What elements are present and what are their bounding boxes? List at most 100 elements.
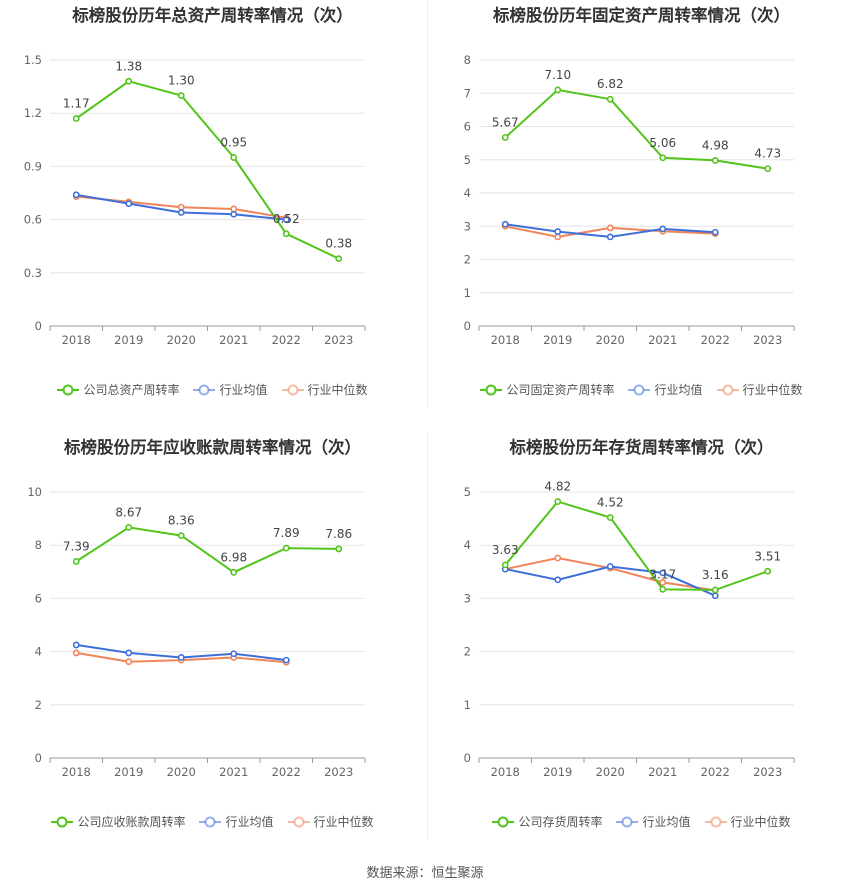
chart-panel-total-asset-turnover: 标榜股份历年总资产周转率情况（次） 0 0.3 0.6 0.9 1.2 1.5 2018 20… [0, 0, 425, 430]
data-label: 1.38 [115, 59, 142, 73]
legend-item-company[interactable]: 公司总资产周转率 [57, 381, 179, 398]
chart-plot-area: 0 0.3 0.6 0.9 1.2 1.5 2018 2019 2020 2021 2022 2023… [24, 53, 366, 347]
data-point-industry-avg [554, 228, 562, 235]
y-tick-label: 1.5 [24, 53, 42, 67]
data-point-company [72, 115, 80, 122]
y-tick-label: 0 [464, 319, 471, 333]
legend-label: 行业中位数 [313, 815, 374, 829]
data-point-industry-median [554, 554, 562, 562]
data-point-company [606, 95, 614, 103]
x-tick-label: 2022 [701, 333, 730, 347]
series-line-industry-median [505, 556, 716, 592]
legend-line-marker-icon [199, 816, 222, 827]
data-label: 4.73 [754, 147, 781, 161]
data-point-company [230, 154, 238, 161]
x-tick-label: 2020 [167, 333, 196, 347]
legend-item-industry-avg[interactable]: 行业均值 [628, 381, 703, 398]
data-point-company [764, 567, 772, 575]
chart-legend: 公司存货周转率 行业均值 行业中位数 [429, 813, 850, 830]
data-label: 0.52 [273, 212, 300, 226]
data-point-industry-median [177, 203, 185, 211]
y-tick-label: 2 [464, 645, 471, 659]
y-tick-label: 0.9 [24, 159, 42, 173]
chart-panel-inventory-turnover: 标榜股份历年存货周转率情况（次） 0 1 2 3 4 5 2018 2019 2020 2021 2… [429, 432, 850, 862]
data-label: 1.17 [63, 97, 90, 111]
data-label: 8.36 [168, 514, 195, 528]
legend-line-marker-icon [57, 384, 80, 395]
data-point-company [282, 230, 290, 238]
legend-label: 公司应收账款周转率 [77, 815, 186, 829]
x-tick-label: 2021 [219, 333, 248, 347]
x-tick-label: 2022 [701, 765, 730, 779]
x-tick-label: 2019 [543, 765, 572, 779]
x-tick-label: 2022 [272, 765, 301, 779]
data-point-company [764, 165, 772, 173]
y-tick-label: 6 [464, 120, 471, 134]
y-tick-label: 0 [35, 751, 42, 765]
x-tick-label: 2020 [167, 765, 196, 779]
legend-item-company[interactable]: 公司固定资产周转率 [480, 381, 614, 398]
y-tick-label: 3 [464, 219, 471, 233]
y-tick-label: 1.2 [24, 106, 42, 120]
data-label: 0.95 [220, 136, 247, 150]
data-label: 5.06 [649, 136, 676, 150]
legend-item-company[interactable]: 公司应收账款周转率 [51, 813, 185, 830]
legend-line-marker-icon [193, 384, 216, 395]
legend-label: 行业均值 [642, 815, 691, 829]
x-tick-label: 2023 [753, 765, 782, 779]
data-point-industry-median [659, 579, 667, 586]
data-label: 7.89 [273, 526, 300, 540]
data-point-company [335, 545, 343, 553]
y-tick-label: 8 [464, 53, 471, 67]
data-point-company [606, 514, 614, 521]
data-point-company [711, 157, 719, 164]
legend-label: 行业中位数 [307, 383, 368, 397]
series-line-company [504, 500, 769, 591]
legend-item-industry-median[interactable]: 行业中位数 [281, 381, 368, 398]
data-point-industry-avg [282, 216, 290, 223]
chart-plot-area: 0 1 2 3 4 5 2018 2019 2020 2021 2022 2023 3.63 4.82 4.… [464, 480, 795, 779]
data-label: 4.52 [597, 496, 624, 510]
chart-title: 标榜股份历年总资产周转率情况（次） [72, 6, 353, 25]
legend-item-industry-median[interactable]: 行业中位数 [716, 381, 803, 398]
data-point-industry-avg [230, 210, 238, 218]
data-label: 0.38 [325, 237, 352, 251]
chart-panel-receivables-turnover: 标榜股份历年应收账款周转率情况（次） 0 2 4 6 8 10 2018 2019 2020 20… [0, 432, 425, 862]
y-tick-label: 2 [464, 253, 471, 267]
chart-legend: 公司总资产周转率 行业均值 行业中位数 [0, 381, 425, 398]
data-point-industry-avg [659, 569, 667, 577]
data-point-company [554, 498, 562, 505]
y-tick-label: 0.3 [24, 266, 42, 280]
data-point-industry-avg [501, 220, 509, 228]
y-tick-label: 2 [35, 698, 42, 712]
legend-item-industry-avg[interactable]: 行业均值 [193, 381, 268, 398]
y-tick-label: 3 [464, 591, 471, 605]
data-point-industry-avg [554, 576, 562, 584]
series-line-company [504, 88, 768, 170]
legend-item-industry-avg[interactable]: 行业均值 [616, 813, 691, 830]
y-tick-label: 5 [464, 153, 471, 167]
legend-item-company[interactable]: 公司存货周转率 [492, 813, 602, 830]
data-label: 4.98 [702, 138, 729, 152]
data-label: 3.51 [754, 549, 781, 563]
legend-line-marker-icon [480, 384, 503, 395]
y-tick-label: 1 [464, 698, 471, 712]
y-tick-label: 4 [464, 186, 471, 200]
data-point-industry-avg [177, 209, 185, 216]
data-point-industry-median [554, 233, 562, 241]
legend-label: 行业均值 [219, 383, 268, 397]
data-point-company [501, 134, 509, 141]
data-label: 3.17 [649, 567, 676, 581]
legend-item-industry-avg[interactable]: 行业均值 [199, 813, 274, 830]
data-label: 1.30 [168, 73, 195, 87]
legend-item-industry-median[interactable]: 行业中位数 [287, 813, 374, 830]
chart-legend: 公司应收账款周转率 行业均值 行业中位数 [0, 813, 425, 830]
data-source-note: 数据来源：恒生聚源 [366, 866, 484, 881]
x-tick-label: 2021 [219, 765, 248, 779]
data-point-industry-avg [606, 563, 614, 570]
legend-line-marker-icon [281, 384, 304, 395]
y-tick-label: 8 [35, 538, 42, 552]
legend-item-industry-median[interactable]: 行业中位数 [704, 813, 791, 830]
x-tick-label: 2019 [543, 333, 572, 347]
data-label: 3.63 [492, 543, 519, 557]
